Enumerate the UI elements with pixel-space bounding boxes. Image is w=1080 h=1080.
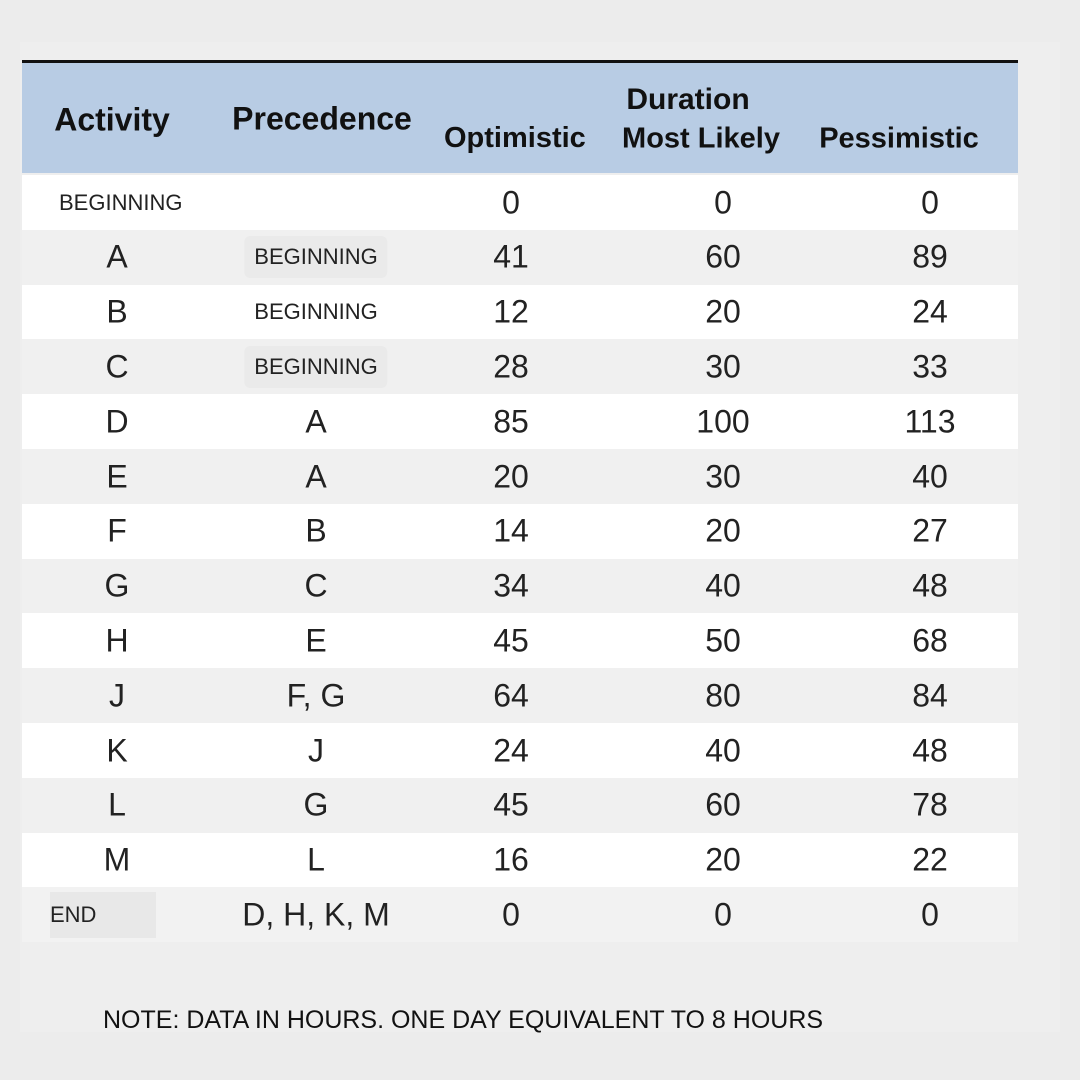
table-row: A BEGINNING 41 60 89 xyxy=(22,229,1018,285)
table-cell: 20 xyxy=(705,512,741,549)
table-cell: L xyxy=(108,786,126,823)
table-cell: 85 xyxy=(493,403,529,440)
header-cell: Pessimistic xyxy=(819,122,979,155)
table-cell: 27 xyxy=(912,512,948,549)
table-cell: 12 xyxy=(493,293,529,330)
table: Activity Precedence Duration Optimistic … xyxy=(22,60,1018,943)
table-row: C BEGINNING 28 30 33 xyxy=(22,339,1018,395)
table-cell: 0 xyxy=(921,184,939,220)
table-cell: 78 xyxy=(912,786,948,823)
table-cell: BEGINNING xyxy=(254,299,378,325)
table-cell: J xyxy=(109,677,125,714)
table-cell: E xyxy=(106,458,128,494)
table-cell: C xyxy=(304,567,328,604)
table-cell: 20 xyxy=(493,458,529,494)
table-cell: 48 xyxy=(912,567,948,604)
table-row: J F, G 64 80 84 xyxy=(22,668,1018,724)
table-cell: 34 xyxy=(493,567,529,604)
table-cell: A xyxy=(305,403,327,440)
table-cell: F xyxy=(107,512,127,549)
table-cell: 0 xyxy=(502,184,520,220)
table-cell: 64 xyxy=(493,677,529,714)
table-row: F B 14 20 27 xyxy=(22,503,1018,559)
table-cell: 24 xyxy=(493,732,529,768)
table-cell: 40 xyxy=(912,458,948,494)
table-cell: 48 xyxy=(912,732,948,768)
table-cell: D, H, K, M xyxy=(242,896,390,933)
table-cell: G xyxy=(104,567,130,604)
table-cell: BEGINNING xyxy=(244,236,388,279)
table-cell: K xyxy=(106,732,128,768)
table-cell: 60 xyxy=(705,786,741,823)
table-row: M L 16 20 22 xyxy=(22,832,1018,888)
table-row: B BEGINNING 12 20 24 xyxy=(22,284,1018,340)
table-cell: 16 xyxy=(493,841,529,878)
table-cell: 24 xyxy=(912,293,948,330)
table-cell: F, G xyxy=(286,677,346,714)
table-cell: 89 xyxy=(912,238,948,275)
table-row: END D, H, K, M 0 0 0 xyxy=(22,887,1018,943)
header-cell: Precedence xyxy=(232,100,412,137)
table-cell: END xyxy=(50,891,157,938)
header-group: Duration xyxy=(626,83,750,116)
table-cell: L xyxy=(307,841,325,878)
header-cell: Optimistic xyxy=(444,122,586,154)
table-cell: BEGINNING xyxy=(59,189,183,215)
table-row: G C 34 40 48 xyxy=(22,558,1018,614)
table-cell: 100 xyxy=(696,403,750,440)
table-cell: 113 xyxy=(904,403,956,440)
table-row: L G 45 60 78 xyxy=(22,777,1018,833)
table-cell: E xyxy=(305,622,327,659)
table-cell: 20 xyxy=(705,293,741,330)
table-cell: 0 xyxy=(921,896,939,933)
table-cell: A xyxy=(106,238,128,275)
table-cell: 14 xyxy=(493,512,529,549)
table-cell: 45 xyxy=(493,786,529,823)
table-cell: A xyxy=(305,458,327,494)
table-cell: 80 xyxy=(705,677,741,714)
table-row: K J 24 40 48 xyxy=(22,723,1018,778)
table-cell: 45 xyxy=(493,622,529,659)
table-cell: D xyxy=(105,403,129,440)
table-cell: B xyxy=(106,293,128,330)
table-header: Activity Precedence Duration Optimistic … xyxy=(22,60,1018,173)
table-cell: 40 xyxy=(705,567,741,604)
table-cell: 68 xyxy=(912,622,948,659)
table-cell: BEGINNING xyxy=(244,345,388,388)
table-cell: H xyxy=(105,622,129,659)
table-cell: 84 xyxy=(912,677,948,714)
table-cell: C xyxy=(105,348,129,385)
table-cell: 60 xyxy=(705,238,741,275)
table-cell: 0 xyxy=(502,896,520,933)
header-clip: Optimistic xyxy=(444,119,596,155)
table-row: H E 45 50 68 xyxy=(22,613,1018,669)
table-cell: M xyxy=(103,841,131,878)
table-cell: J xyxy=(308,732,324,768)
header-cell: Most Likely xyxy=(622,122,780,155)
table-cell: 0 xyxy=(714,184,732,220)
table-cell: 40 xyxy=(705,732,741,768)
table-cell: 0 xyxy=(714,896,732,933)
table-cell: 30 xyxy=(705,458,741,494)
table-cell: 20 xyxy=(705,841,741,878)
table-cell: G xyxy=(303,786,329,823)
table-cell: B xyxy=(305,512,327,549)
table-cell: 50 xyxy=(705,622,741,659)
table-cell: 22 xyxy=(912,841,948,878)
table-row: BEGINNING 0 0 0 xyxy=(22,175,1018,230)
table-cell: 30 xyxy=(705,348,741,385)
note: NOTE: DATA IN HOURS. ONE DAY EQUIVALENT … xyxy=(103,1006,824,1034)
table-cell: 28 xyxy=(493,348,529,385)
table-row: D A 85 100 113 xyxy=(22,394,1018,450)
table-row: E A 20 30 40 xyxy=(22,449,1018,504)
header-cell: Activity xyxy=(54,101,170,138)
table-cell: 41 xyxy=(493,238,529,275)
table-cell: 33 xyxy=(912,348,948,385)
